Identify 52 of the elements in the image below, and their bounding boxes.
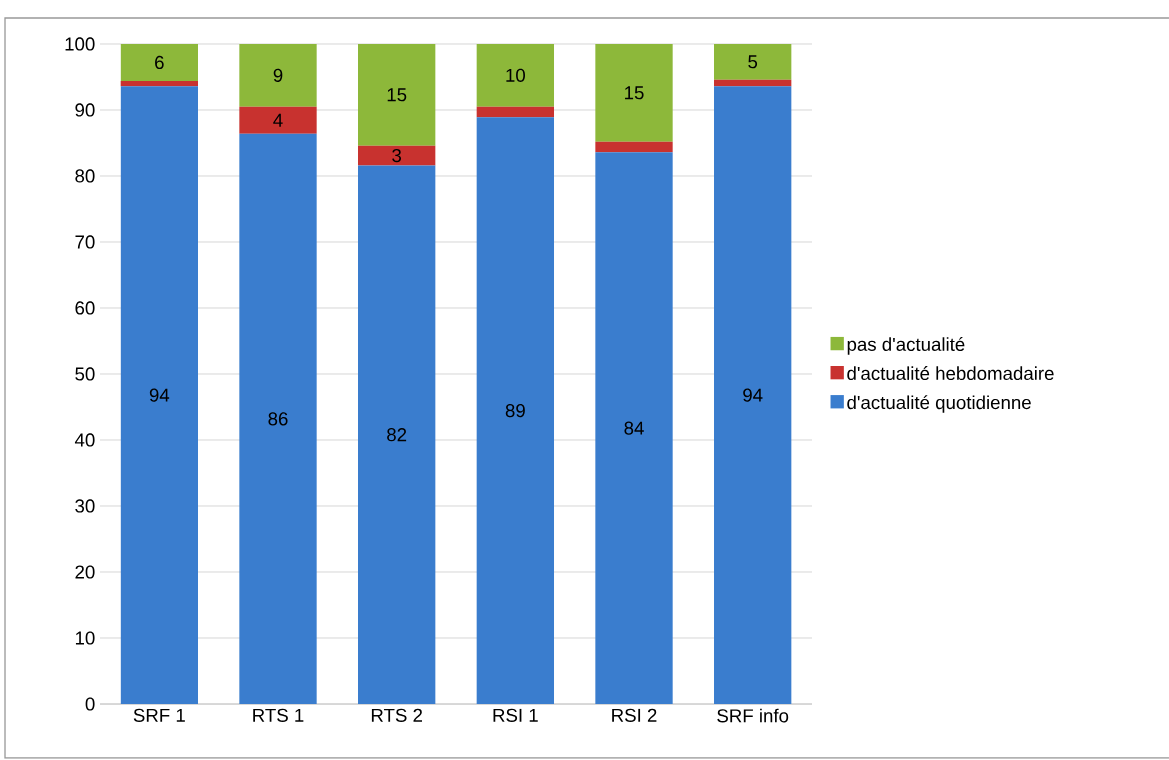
- data-label: 94: [743, 388, 763, 402]
- x-tick-label: RSI 1: [493, 708, 538, 722]
- y-tick-label: 20: [75, 565, 95, 579]
- x-tick-label: SRF 1: [133, 708, 185, 722]
- data-label: 6: [155, 55, 164, 70]
- y-tick-label: 30: [75, 499, 95, 513]
- data-label: 3: [392, 148, 402, 163]
- bar: [595, 43, 673, 142]
- data-label: 10: [506, 68, 525, 82]
- bar: [714, 43, 792, 80]
- bar: [120, 86, 198, 704]
- data-label: 5: [748, 55, 758, 69]
- bar: [595, 152, 673, 704]
- bar: [358, 43, 436, 146]
- data-label: 9: [273, 68, 283, 82]
- bar: [358, 165, 436, 704]
- bar: [595, 141, 673, 153]
- bar: [120, 80, 198, 87]
- bar: [239, 106, 317, 134]
- y-tick-label: 0: [85, 697, 95, 711]
- bar: [714, 86, 792, 704]
- y-tick-label: 60: [75, 301, 95, 315]
- bar: [476, 106, 555, 118]
- data-label: 15: [387, 88, 407, 102]
- y-tick-label: 70: [75, 235, 95, 249]
- y-tick-label: 100: [65, 37, 95, 51]
- x-tick-label: RTS 2: [371, 708, 423, 722]
- y-tick-label: 80: [75, 169, 95, 183]
- bar: [358, 145, 436, 166]
- y-tick-label: 50: [75, 367, 95, 381]
- bar: [714, 79, 792, 87]
- bar: [476, 43, 555, 107]
- data-label: 94: [149, 388, 170, 402]
- bar: [239, 133, 317, 704]
- legend-label: pas d'actualité: [847, 337, 965, 355]
- legend-label: d'actualité hebdomadaire: [847, 366, 1054, 381]
- x-tick-label: SRF info: [717, 708, 789, 723]
- x-tick-label: RSI 2: [612, 708, 657, 722]
- y-tick-label: 10: [75, 631, 95, 645]
- data-label: 4: [273, 113, 283, 127]
- data-label: 15: [625, 86, 644, 100]
- y-tick-label: 40: [74, 433, 95, 447]
- data-label: 89: [505, 404, 525, 418]
- bar: [476, 117, 555, 704]
- data-label: 84: [624, 421, 644, 435]
- bar: [239, 43, 317, 107]
- data-label: 86: [268, 412, 288, 426]
- legend-label: d'actualité quotidienne: [847, 395, 1031, 413]
- bar: [120, 43, 198, 81]
- x-tick-label: RTS 1: [253, 708, 304, 722]
- data-label: 82: [387, 428, 407, 442]
- y-tick-label: 90: [75, 103, 95, 117]
